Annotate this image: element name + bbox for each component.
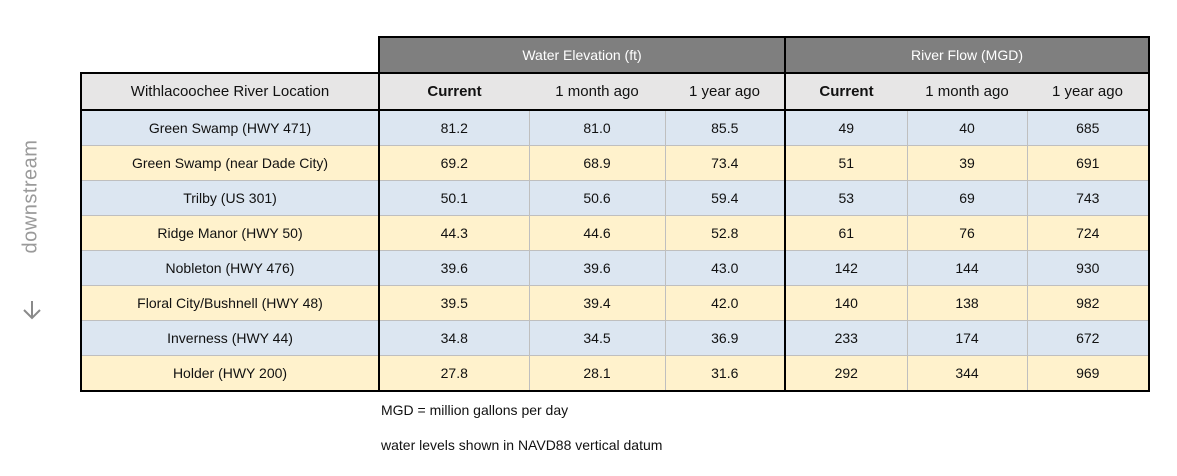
location-cell: Floral City/Bushnell (HWY 48) — [80, 285, 380, 321]
flow-value-cell: 51 — [785, 145, 907, 181]
table-row: Trilby (US 301) 50.1 50.6 59.4 53 69 743 — [80, 180, 1150, 216]
flow-value-cell: 40 — [906, 109, 1027, 146]
location-cell: Green Swamp (near Dade City) — [80, 145, 380, 181]
location-cell: Green Swamp (HWY 471) — [80, 109, 380, 146]
column-header: 1 year ago — [665, 72, 786, 111]
column-header: 1 month ago — [907, 72, 1027, 111]
elevation-value-cell: 85.5 — [664, 109, 786, 146]
location-column-header: Withlacoochee River Location — [80, 72, 380, 111]
table-row: Green Swamp (HWY 471) 81.2 81.0 85.5 49 40 685 — [80, 109, 1150, 146]
elevation-value-cell: 43.0 — [664, 250, 786, 286]
elevation-value-cell: 44.3 — [379, 215, 529, 251]
flow-value-cell: 691 — [1026, 145, 1150, 181]
table-row: Ridge Manor (HWY 50) 44.3 44.6 52.8 61 76 724 — [80, 215, 1150, 251]
flow-value-cell: 724 — [1026, 215, 1150, 251]
group-header-river-flow: River Flow (MGD) — [784, 36, 1150, 74]
elevation-value-cell: 34.8 — [379, 320, 529, 356]
elevation-value-cell: 27.8 — [379, 355, 529, 392]
flow-value-cell: 39 — [906, 145, 1027, 181]
flow-value-cell: 930 — [1026, 250, 1150, 286]
flow-value-cell: 685 — [1026, 109, 1150, 146]
elevation-value-cell: 31.6 — [664, 355, 786, 392]
elevation-value-cell: 36.9 — [664, 320, 786, 356]
column-header: Current — [785, 72, 907, 111]
flow-value-cell: 69 — [906, 180, 1027, 216]
flow-value-cell: 53 — [785, 180, 907, 216]
flow-value-cell: 969 — [1026, 355, 1150, 392]
elevation-value-cell: 42.0 — [664, 285, 786, 321]
flow-value-cell: 344 — [906, 355, 1027, 392]
flow-value-cell: 61 — [785, 215, 907, 251]
elevation-value-cell: 39.4 — [528, 285, 665, 321]
elevation-value-cell: 39.5 — [379, 285, 529, 321]
elevation-value-cell: 59.4 — [664, 180, 786, 216]
elevation-value-cell: 73.4 — [664, 145, 786, 181]
elevation-value-cell: 39.6 — [379, 250, 529, 286]
elevation-value-cell: 50.6 — [528, 180, 665, 216]
elevation-value-cell: 69.2 — [379, 145, 529, 181]
table-body: Green Swamp (HWY 471) 81.2 81.0 85.5 49 40 685… — [80, 109, 1150, 392]
flow-value-cell: 672 — [1026, 320, 1150, 356]
flow-value-cell: 142 — [785, 250, 907, 286]
elevation-value-cell: 44.6 — [528, 215, 665, 251]
elevation-value-cell: 52.8 — [664, 215, 786, 251]
table-row: Nobleton (HWY 476) 39.6 39.6 43.0 142 144 930 — [80, 250, 1150, 286]
elevation-value-cell: 68.9 — [528, 145, 665, 181]
elevation-value-cell: 34.5 — [528, 320, 665, 356]
flow-value-cell: 144 — [906, 250, 1027, 286]
elevation-value-cell: 39.6 — [528, 250, 665, 286]
column-header: Current — [379, 72, 529, 111]
flow-value-cell: 49 — [785, 109, 907, 146]
column-header: 1 month ago — [529, 72, 665, 111]
flow-value-cell: 982 — [1026, 285, 1150, 321]
down-arrow-icon — [23, 301, 41, 320]
location-cell: Inverness (HWY 44) — [80, 320, 380, 356]
location-cell: Trilby (US 301) — [80, 180, 380, 216]
flow-value-cell: 174 — [906, 320, 1027, 356]
flow-value-cell: 743 — [1026, 180, 1150, 216]
table-row: Floral City/Bushnell (HWY 48) 39.5 39.4 42.… — [80, 285, 1150, 321]
table-row: Inverness (HWY 44) 34.8 34.5 36.9 233 174 672 — [80, 320, 1150, 356]
downstream-label-text: downstream — [19, 139, 42, 253]
column-header: 1 year ago — [1027, 72, 1150, 111]
table-row: Holder (HWY 200) 27.8 28.1 31.6 292 344 969 — [80, 355, 1150, 392]
flow-value-cell: 233 — [785, 320, 907, 356]
flow-value-cell: 292 — [785, 355, 907, 392]
table-row: Green Swamp (near Dade City) 69.2 68.9 73.4… — [80, 145, 1150, 181]
elevation-value-cell: 81.2 — [379, 109, 529, 146]
location-cell: Ridge Manor (HWY 50) — [80, 215, 380, 251]
flow-value-cell: 138 — [906, 285, 1027, 321]
flow-value-cell: 76 — [906, 215, 1027, 251]
elevation-value-cell: 81.0 — [528, 109, 665, 146]
location-cell: Holder (HWY 200) — [80, 355, 380, 392]
group-header-water-elevation: Water Elevation (ft) — [378, 36, 786, 74]
note-datum: water levels shown in NAVD88 vertical da… — [381, 437, 663, 453]
location-cell: Nobleton (HWY 476) — [80, 250, 380, 286]
elevation-value-cell: 28.1 — [528, 355, 665, 392]
downstream-label: downstream — [19, 136, 43, 256]
note-mgd: MGD = million gallons per day — [381, 402, 569, 418]
elevation-value-cell: 50.1 — [379, 180, 529, 216]
river-data-table: Water Elevation (ft) River Flow (MGD) Wi… — [80, 36, 1150, 392]
flow-value-cell: 140 — [785, 285, 907, 321]
